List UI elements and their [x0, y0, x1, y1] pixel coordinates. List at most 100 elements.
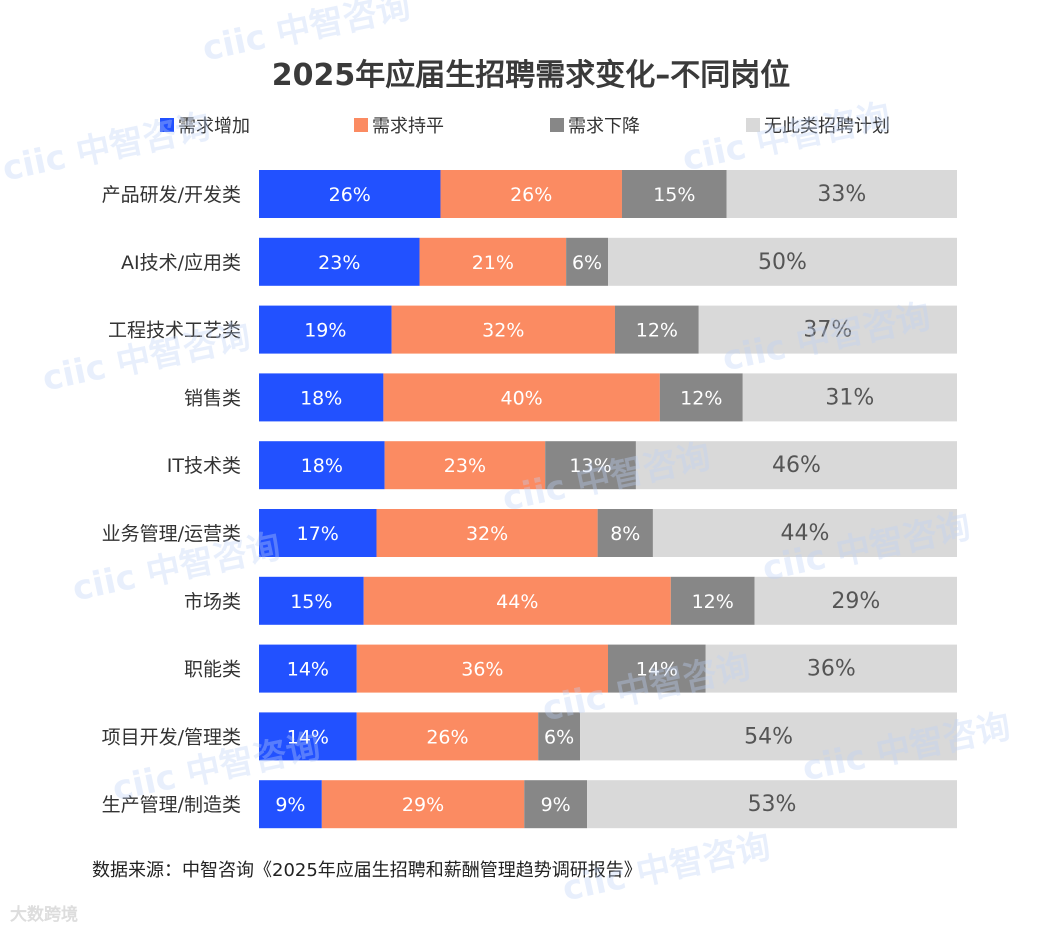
data-label: 8% — [610, 523, 640, 545]
data-label: 12% — [680, 387, 722, 409]
bar-segment — [538, 712, 581, 761]
bar-segment — [705, 644, 957, 693]
bar-segment — [391, 305, 615, 354]
category-label: 生产管理/制造类 — [102, 794, 241, 816]
legend-item-decrease: 需求下降 — [550, 112, 640, 138]
legend-item-flat: 需求持平 — [354, 112, 444, 138]
legend-swatch-none — [746, 118, 760, 132]
data-label: 14% — [287, 726, 329, 748]
category-label: 产品研发/开发类 — [102, 184, 241, 206]
bar-segment — [321, 780, 525, 829]
footer-logo: 大数跨境 — [10, 905, 78, 925]
source-note: 数据来源：中智咨询《2025年应届生招聘和薪酬管理趋势调研报告》 — [92, 860, 642, 881]
bar-segment — [356, 712, 539, 761]
data-label: 15% — [290, 591, 332, 613]
category-label: 销售类 — [184, 387, 241, 409]
data-label: 36% — [461, 659, 503, 681]
bar-segment — [754, 576, 957, 625]
bar-segment — [726, 170, 957, 218]
data-label: 31% — [825, 385, 874, 410]
bar-segment — [580, 712, 957, 761]
chart-title: 2025年应届生招聘需求变化–不同岗位 — [271, 58, 791, 93]
bar-segment — [356, 644, 608, 693]
legend-item-increase: 需求增加 — [160, 112, 250, 138]
bar-segment — [259, 576, 364, 625]
data-label: 54% — [744, 724, 793, 749]
bar-segment — [383, 373, 660, 422]
legend-swatch-decrease — [550, 118, 564, 132]
bar-segment — [566, 237, 608, 286]
data-label: 32% — [466, 523, 508, 545]
data-label: 12% — [636, 320, 678, 342]
bar-segment — [621, 170, 727, 218]
bar-segment — [376, 509, 598, 557]
data-label: 50% — [758, 250, 807, 275]
data-label: 12% — [692, 591, 734, 613]
data-label: 18% — [300, 387, 342, 409]
category-label: 项目开发/管理类 — [102, 726, 241, 748]
data-label: 26% — [426, 726, 468, 748]
data-label: 14% — [287, 659, 329, 681]
data-label: 21% — [472, 252, 514, 274]
bar-segment — [259, 780, 322, 829]
data-label: 29% — [831, 589, 880, 614]
bar-segment — [259, 305, 392, 354]
bar-segment — [259, 170, 441, 218]
data-label: 19% — [304, 320, 346, 342]
legend-label-flat: 需求持平 — [372, 116, 444, 137]
data-label: 14% — [636, 659, 678, 681]
data-label: 6% — [572, 252, 602, 274]
bar-segment — [652, 509, 957, 557]
bar-segment — [670, 576, 755, 625]
data-label: 15% — [653, 184, 695, 206]
legend-item-none: 无此类招聘计划 — [746, 112, 890, 138]
bar-segment — [419, 237, 567, 286]
data-label: 44% — [781, 521, 830, 546]
bar-segment — [635, 441, 957, 490]
data-label: 32% — [482, 320, 524, 342]
category-label: 业务管理/运营类 — [102, 523, 241, 545]
bar-segment — [742, 373, 957, 422]
data-label: 53% — [748, 792, 797, 817]
bar-segment — [259, 441, 385, 490]
data-label: 36% — [807, 657, 856, 682]
bar-segment — [587, 780, 957, 829]
category-label: IT技术类 — [167, 455, 241, 477]
data-label: 37% — [803, 318, 852, 343]
bar-segment — [524, 780, 588, 829]
data-label: 26% — [329, 184, 371, 206]
bar-segment — [608, 644, 706, 693]
category-label: 工程技术工艺类 — [108, 320, 241, 342]
data-label: 26% — [510, 184, 552, 206]
data-label: 46% — [772, 453, 821, 478]
legend-label-increase: 需求增加 — [178, 116, 250, 137]
bar-segment — [545, 441, 636, 490]
bar-segment — [614, 305, 699, 354]
category-label: AI技术/应用类 — [121, 252, 241, 274]
data-label: 13% — [569, 455, 611, 477]
bar-segment — [698, 305, 957, 354]
bar-segment — [384, 441, 546, 490]
legend-label-none: 无此类招聘计划 — [764, 116, 890, 137]
bar-segment — [259, 373, 384, 422]
data-label: 40% — [500, 387, 542, 409]
bar-segment — [659, 373, 743, 422]
data-label: 18% — [301, 455, 343, 477]
category-label: 职能类 — [184, 659, 241, 681]
bar-segment — [440, 170, 622, 218]
bar-segment — [259, 644, 357, 693]
data-label: 23% — [444, 455, 486, 477]
data-label: 6% — [544, 726, 574, 748]
bar-segment — [363, 576, 671, 625]
data-label: 33% — [817, 182, 866, 207]
data-label: 29% — [402, 794, 444, 816]
data-label: 9% — [541, 794, 571, 816]
chart-legend: 需求增加 需求持平 需求下降 无此类招聘计划 — [160, 112, 1020, 138]
data-label: 9% — [275, 794, 305, 816]
bar-segment — [259, 237, 420, 286]
bar-segment — [259, 712, 357, 761]
legend-label-decrease: 需求下降 — [568, 116, 640, 137]
bar-segment — [597, 509, 653, 557]
data-label: 17% — [297, 523, 339, 545]
